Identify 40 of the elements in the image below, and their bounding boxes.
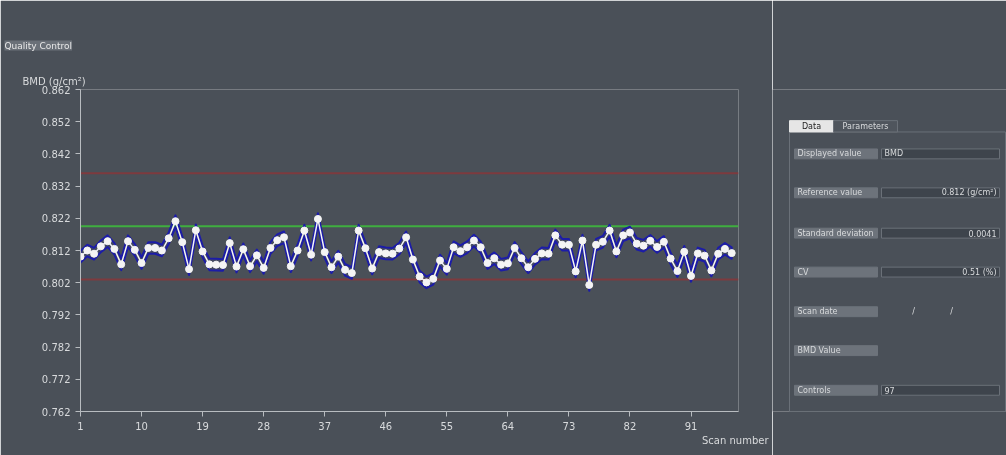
x-tick-label: 1 — [77, 420, 84, 432]
y-tick-label: 0.822 — [41, 213, 71, 225]
text: CV — [797, 267, 810, 277]
text: Parameters — [842, 121, 889, 131]
text: Displayed value — [797, 149, 862, 159]
y-tick-label: 0.762 — [41, 406, 71, 418]
y-tick-label: 0.782 — [41, 342, 71, 354]
text: BMD Value — [797, 346, 841, 356]
text: 0.0041 — [968, 229, 997, 239]
y-tick-label: 0.802 — [41, 277, 71, 289]
x-tick-label: 10 — [135, 420, 148, 432]
y-tick-label: 0.792 — [41, 309, 71, 321]
x-tick-label: 64 — [501, 420, 515, 432]
y-tick-label: 0.832 — [41, 181, 71, 193]
text: Reference value — [797, 188, 863, 198]
x-tick-label: 46 — [379, 420, 393, 432]
text: Standard deviation — [797, 228, 874, 238]
text: BMD — [884, 149, 904, 159]
x-axis-title: Scan number — [701, 434, 770, 446]
x-tick-label: 28 — [257, 420, 271, 432]
text: Data — [801, 121, 822, 131]
text: 97 — [884, 386, 895, 396]
x-tick-label: 91 — [684, 420, 698, 432]
text: / — [912, 307, 916, 317]
text: Controls — [797, 385, 831, 395]
x-tick-label: 73 — [562, 420, 576, 432]
text: 0.812 (g/cm²) — [941, 188, 997, 198]
x-tick-label: 82 — [623, 420, 637, 432]
text: Scan date — [797, 307, 838, 317]
text: 0.51 (%) — [962, 267, 997, 277]
y-tick-label: 0.772 — [41, 374, 71, 386]
x-tick-label: 19 — [196, 420, 209, 432]
y-axis-title: BMD (g/cm²) — [22, 75, 86, 87]
chart-title: Quality Control — [4, 40, 73, 51]
text: / — [950, 307, 954, 317]
x-tick-label: 55 — [440, 420, 454, 432]
y-tick-label: 0.812 — [41, 245, 71, 257]
x-tick-label: 37 — [318, 420, 332, 432]
y-tick-label: 0.852 — [41, 116, 71, 128]
y-tick-label: 0.842 — [41, 148, 71, 160]
